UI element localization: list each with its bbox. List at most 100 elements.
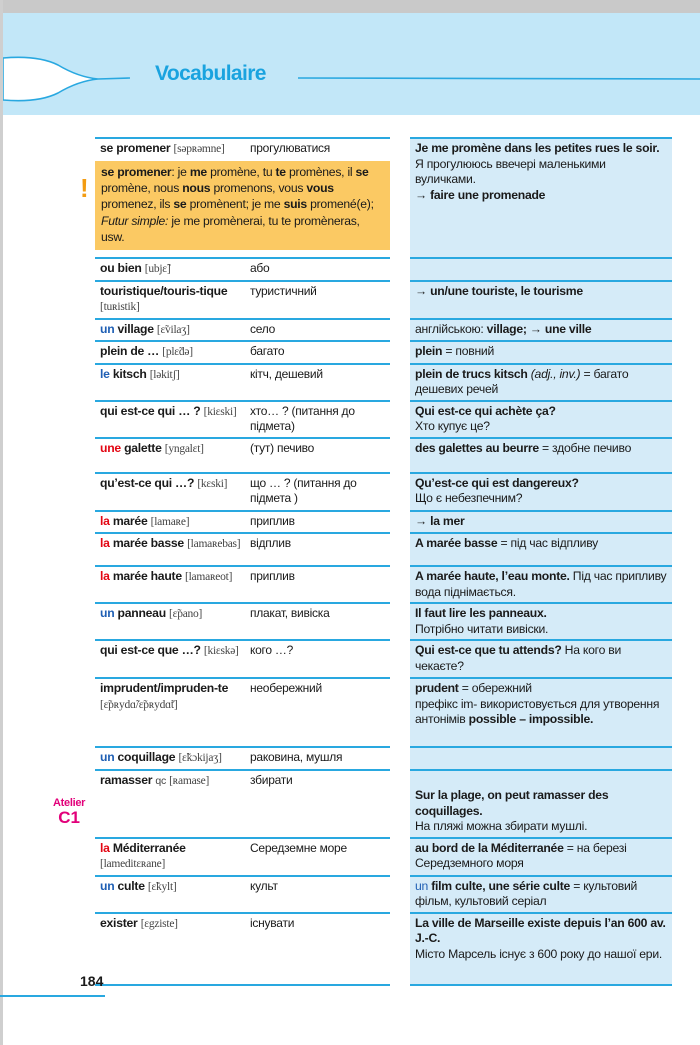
text-segment: Qui est-ce qui achète ça? [415,403,556,418]
text-segment: se promener [101,164,172,179]
entry-cell: qui est-ce que …? [kiɛskə] кого …? [95,639,390,677]
vocab-row: la marée basse [lamaʀebas] відплив A marée… [95,532,672,565]
phonetic: [ɛ̃kɔkijaʒ] [178,752,222,764]
entry-word-cell: un culte [ɛ̃kylt] [95,877,250,898]
headword: ou bien [100,261,142,275]
text-segment: Потрібно читати вивіски. [415,621,549,636]
text-segment: → un/une touriste, le tourisme [415,283,583,298]
example-cell: → un/une touriste, le tourisme [410,279,672,318]
text-segment: Qu’est-ce qui est dangereux? [415,475,579,490]
phonetic: [yngalɛt] [164,442,204,455]
headword: culte [117,878,145,893]
table-bottom-rule [95,984,390,986]
column-gap [390,602,410,639]
headword: plein de … [100,344,160,358]
text-segment: Qui est-ce que tu attends? [415,643,562,657]
entry-word-cell: plein de … [plɛ̃də] [95,342,250,363]
text-segment: = обережний префікс im- використовується… [415,681,660,726]
example-cell: Il faut lire les panneaux. Потрібно читат… [410,602,672,639]
entry-cell: la marée haute [lamaʀeot] приплив [95,565,390,602]
phonetic: [kiɛski] [203,405,237,418]
headword: marée [112,513,148,528]
column-gap [390,532,410,565]
article: la [100,840,110,855]
vocab-row: ou bien [ubjɛ̃] або [95,257,672,280]
entry-word-cell: un panneau [ɛ̃pano] [95,604,250,625]
article: un [100,606,115,620]
phonetic: [ləkitʃ] [149,368,180,381]
translation: або [250,261,270,275]
text-segment: suis [283,197,308,212]
entry-cell: plein de … [plɛ̃də] багато [95,340,390,363]
phonetic: [plɛ̃də] [162,346,193,358]
text-segment: англійською: [415,321,487,336]
text-segment: promènent; je me [186,197,284,212]
vocab-row: un village [ɛ̃vilaʒ] село англійською: vil… [95,317,672,341]
entry-cell: un village [ɛ̃vilaʒ] село [95,317,390,341]
column-gap [390,912,410,984]
vocab-row: une galette [yngalɛt] (тут) печиво des gal… [95,436,672,472]
headword: coquillage [117,750,176,764]
text-segment: des galettes au beurre [415,440,539,455]
translation: плакат, вивіска [250,606,330,620]
phonetic: [lameditεʀane] [100,858,166,870]
headword-suffix: qc [155,774,166,787]
translation: кітч, дешевий [250,366,323,381]
example-cell: des galettes au beurre = здобне печиво [410,436,672,472]
translation: село [250,321,276,336]
entry-word-cell: se promener [səpʀəmne] [95,139,250,160]
phonetic: [ɛ̃kylt] [147,880,177,893]
article: un [100,750,115,764]
example-cell: A marée basse = під час відпливу [410,532,672,565]
column-gap [390,565,410,602]
column-gap [390,639,410,677]
vocab-row: le kitsch [ləkitʃ] кітч, дешевий plein de … [95,362,672,400]
translation: культ [250,878,278,893]
text-segment: prudent [415,681,459,695]
vocab-row: exister [ɛgziste] існувати La ville de Mar… [95,911,672,984]
text-segment: На кого ви чекаєте? [415,643,622,673]
entry-word-cell: ou bien [ubjɛ̃] [95,259,250,280]
entry-cell: un panneau [ɛ̃pano] плакат, вивіска [95,602,390,639]
entry-cell: ou bien [ubjɛ̃] або [95,257,390,280]
vocab-row: la marée haute [lamaʀeot] приплив A marée … [95,565,672,602]
example-cell: Je me promène dans les petites rues le s… [410,137,672,257]
example-cell [410,257,672,280]
column-gap [390,137,410,257]
column-gap [390,280,410,318]
vocab-row: un culte [ɛ̃kylt] культ un film culte, une… [95,874,672,912]
headword: village [117,321,154,336]
vocab-row: touristique/touris-tique [tuʀistik] турис… [95,279,672,318]
entry-word-cell: la marée basse [lamaʀebas] [95,534,250,555]
entry-cell: imprudent/impruden-te [ɛ̃pʀydɑ̃/ɛ̃pʀydɑ̃… [95,677,390,746]
header-band [3,13,700,115]
translation: прогулюватися [250,141,331,155]
phonetic: [lamaʀeot] [185,571,233,583]
phonetic: [ʀamase] [169,774,210,787]
example-cell: La ville de Marseille existe depuis l’an… [410,911,672,984]
example-cell: → la mer [410,509,672,532]
text-segment: te [275,164,287,179]
text-segment: un [415,878,429,893]
example-cell: au bord de la Méditerranée = на березі С… [410,836,672,875]
headword: marée haute [112,569,182,583]
vocab-row: un coquillage [ɛ̃kɔkijaʒ] раковина, мушля [95,746,672,769]
translation: необережний [250,681,322,695]
column-gap [390,875,410,912]
translation: Середземне море [250,840,347,855]
headword: touristique/touris-tique [100,283,228,298]
entry-word-cell: la Méditerranée [lameditεʀane] [95,839,250,875]
translation: хто… ? (питання до підмета) [250,403,355,434]
column-gap [390,363,410,400]
text-segment: se [355,164,369,179]
scan-edge-left [0,0,3,1045]
article: la [100,536,110,550]
example-cell: A marée haute, l’eau monte. Під час прип… [410,565,672,602]
header-decoration [3,56,700,102]
text-segment: = повний [442,344,495,358]
column-gap [390,437,410,472]
column-gap [390,318,410,341]
entry-cell: ramasser qc [ʀamase] збирати [95,768,390,837]
phonetic: [ubjɛ̃] [144,263,171,275]
text-segment: promène, nous [101,180,183,195]
